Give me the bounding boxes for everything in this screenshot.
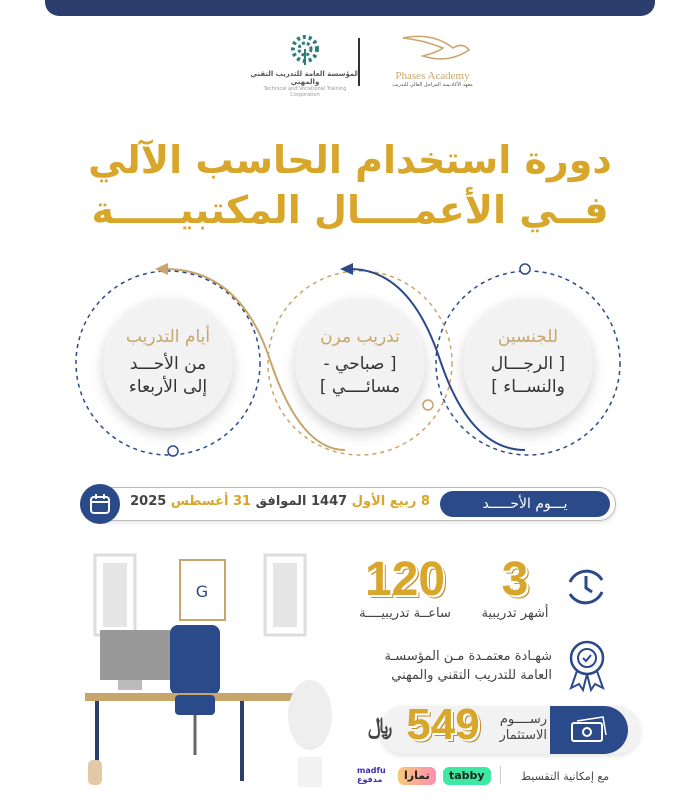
top-bar [45,0,655,16]
dashed-ring-2 [267,270,453,456]
riyal-symbol: ﷼ [368,714,393,739]
academy-name: Phases Academy [395,70,470,82]
months-value: 3 [501,553,529,606]
months-label: أشهر تدريبية [481,606,549,621]
hours-label: ساعــة تدريبيــــة [359,606,451,621]
day-pill: يـــوم الأحـــــد [440,491,610,517]
gold-arc [164,268,346,451]
greg-year: 2025 [130,494,167,509]
node-dot [519,263,531,275]
installments-label: مع إمكانية التقسيط [520,770,610,783]
navy-arc [349,268,526,451]
calendar-icon [80,484,120,524]
svg-text:G: G [196,582,208,601]
price-label: رســــوم الاستثمار [487,712,547,744]
tvtc-emblem-icon [291,35,319,65]
feature-text: [ صباحي - [323,354,397,374]
course-title-line2: فــي الأعمــــال المكتبيـــــة [91,188,609,232]
feature-heading: للجنسين [497,327,559,347]
feature-heading: تدريب مرن [320,327,400,347]
feature-connectors [75,263,621,457]
certificate-text: شهـادة معتمـدة مـن المؤسسـة العامة للتدر… [330,647,552,685]
money-icon [550,706,628,754]
clock-cycle-icon [568,569,604,605]
feature-genders: للجنسين [ الرجـــال والنســاء ] [463,298,593,428]
logo-divider [358,38,360,86]
node-dot [167,445,179,457]
feature-text: [ الرجـــال [490,354,566,374]
feature-text: والنســاء ] [491,377,565,397]
tvtc-subname: Technical and Vocational Training Corpor… [263,86,347,98]
course-title-line1: دورة استخدام الحاسب الآلي [88,138,612,182]
feature-heading: أيام التدريب [125,327,211,347]
tvtc-logo: المؤسسة العامة للتدريب التقني والمهني Te… [250,32,360,98]
phases-academy-logo: Phases Academy معهد الأكاديمية المراحل ا… [385,30,480,88]
tabby-logo: tabby [443,767,491,785]
feature-text: إلى الأربعاء [128,377,208,397]
gold-arrow-icon [155,263,168,275]
installments-divider [500,766,501,784]
tvtc-name: المؤسسة العامة للتدريب التقني والمهني [250,70,360,86]
date-text: 8 ربيع الأول 1447 الموافق 31 أغسطس 2025 [130,494,430,509]
feature-text: من الأحـــد [129,354,207,374]
node-dot [422,399,434,411]
feature-flexible: تدريب مرن [ صباحي - مسائــــي ] [295,298,425,428]
certificate-badge-icon [569,640,605,693]
feature-days: أيام التدريب من الأحـــد إلى الأربعاء [103,298,233,428]
hijri-year: 1447 الموافق [255,494,348,509]
academy-subname: معهد الأكاديمية المراحل العالي للتدريب [392,82,473,88]
price-label-line: الاستثمار [499,728,547,743]
hijri-day: 8 ربيع الأول [351,494,430,509]
madfu-logo: madfu مدفوع [357,766,386,784]
bird-logo-icon [402,35,470,60]
tamara-logo: تمارا [398,767,436,785]
navy-arrow-icon [340,263,353,275]
feature-text: مسائــــي ] [319,377,401,397]
certificate-line: شهـادة معتمـدة مـن المؤسسـة [384,649,552,664]
hours-value: 120 [364,553,446,606]
certificate-line: العامة للتدريب التقني والمهني [391,668,552,683]
office-illustration: G [85,553,332,787]
price-value: 549 [406,700,480,749]
greg-day: 31 أغسطس [170,494,252,509]
price-label-line: رســــوم [499,712,547,727]
